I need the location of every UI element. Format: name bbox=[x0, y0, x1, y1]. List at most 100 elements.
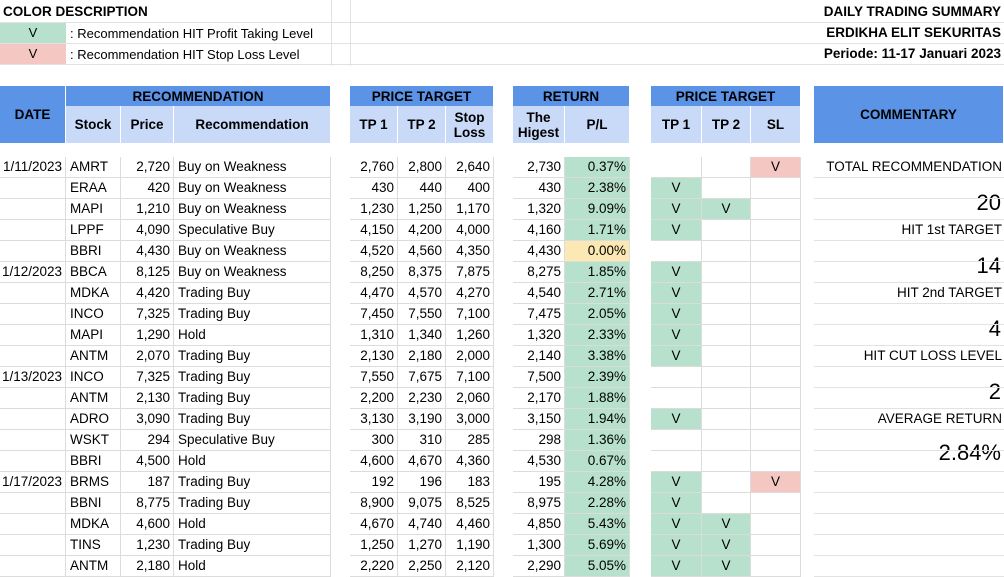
hit-tp1-cell[interactable]: V bbox=[651, 199, 702, 220]
recommendation-cell[interactable]: Trading Buy bbox=[174, 409, 331, 430]
header-price-target-group[interactable]: PRICE TARGET bbox=[350, 86, 494, 106]
stop-loss-cell[interactable]: 8,525 bbox=[446, 493, 494, 514]
stock-cell[interactable]: MDKA bbox=[66, 514, 121, 535]
hit-sl-cell[interactable] bbox=[751, 304, 801, 325]
hit-sl-cell[interactable] bbox=[751, 535, 801, 556]
hit-sl-cell[interactable] bbox=[751, 262, 801, 283]
stop-loss-cell[interactable]: 4,350 bbox=[446, 241, 494, 262]
header-price-target-hit-group[interactable]: PRICE TARGET bbox=[651, 86, 801, 106]
tp1-cell[interactable]: 7,450 bbox=[350, 304, 398, 325]
recommendation-cell[interactable]: Trading Buy bbox=[174, 304, 331, 325]
pl-cell[interactable]: 0.37% bbox=[565, 157, 630, 178]
hit-sl-cell[interactable] bbox=[751, 556, 801, 577]
hit-tp1-cell[interactable]: V bbox=[651, 220, 702, 241]
recommendation-cell[interactable]: Buy on Weakness bbox=[174, 157, 331, 178]
pl-cell[interactable]: 2.39% bbox=[565, 367, 630, 388]
tp1-cell[interactable]: 4,470 bbox=[350, 283, 398, 304]
recommendation-cell[interactable]: Speculative Buy bbox=[174, 220, 331, 241]
header-recommendation-group[interactable]: RECOMMENDATION bbox=[66, 86, 331, 106]
pl-cell[interactable]: 1.71% bbox=[565, 220, 630, 241]
stop-loss-cell[interactable]: 1,260 bbox=[446, 325, 494, 346]
tp1-cell[interactable]: 2,200 bbox=[350, 388, 398, 409]
highest-cell[interactable]: 7,475 bbox=[513, 304, 565, 325]
hit-sl-cell[interactable] bbox=[751, 325, 801, 346]
tp1-cell[interactable]: 192 bbox=[350, 472, 398, 493]
date-cell[interactable] bbox=[0, 304, 66, 325]
highest-cell[interactable]: 2,290 bbox=[513, 556, 565, 577]
header-hit-sl[interactable]: SL bbox=[751, 106, 801, 143]
stop-loss-cell[interactable]: 7,100 bbox=[446, 304, 494, 325]
tp1-cell[interactable]: 8,250 bbox=[350, 262, 398, 283]
hit-sl-cell[interactable] bbox=[751, 241, 801, 262]
hit-tp1-cell[interactable]: V bbox=[651, 304, 702, 325]
header-hit-tp2[interactable]: TP 2 bbox=[702, 106, 751, 143]
tp1-cell[interactable]: 4,670 bbox=[350, 514, 398, 535]
date-cell[interactable] bbox=[0, 409, 66, 430]
stock-cell[interactable]: BBRI bbox=[66, 451, 121, 472]
date-cell[interactable] bbox=[0, 283, 66, 304]
recommendation-cell[interactable]: Hold bbox=[174, 556, 331, 577]
stock-cell[interactable]: ANTM bbox=[66, 556, 121, 577]
hit-tp1-cell[interactable]: V bbox=[651, 514, 702, 535]
hit-tp2-cell[interactable]: V bbox=[702, 199, 751, 220]
hit-sl-cell[interactable]: V bbox=[751, 157, 801, 178]
stop-loss-cell[interactable]: 2,060 bbox=[446, 388, 494, 409]
price-cell[interactable]: 8,125 bbox=[121, 262, 174, 283]
tp1-cell[interactable]: 4,150 bbox=[350, 220, 398, 241]
price-cell[interactable]: 3,090 bbox=[121, 409, 174, 430]
hit-tp2-cell[interactable] bbox=[702, 304, 751, 325]
price-cell[interactable]: 2,720 bbox=[121, 157, 174, 178]
highest-cell[interactable]: 3,150 bbox=[513, 409, 565, 430]
header-tp1[interactable]: TP 1 bbox=[350, 106, 398, 143]
tp2-cell[interactable]: 4,740 bbox=[398, 514, 446, 535]
highest-cell[interactable]: 298 bbox=[513, 430, 565, 451]
hit-tp1-cell[interactable] bbox=[651, 157, 702, 178]
hit-tp2-cell[interactable]: V bbox=[702, 514, 751, 535]
hit-tp2-cell[interactable] bbox=[702, 367, 751, 388]
pl-cell[interactable]: 5.43% bbox=[565, 514, 630, 535]
date-cell[interactable] bbox=[0, 325, 66, 346]
date-cell[interactable] bbox=[0, 514, 66, 535]
recommendation-cell[interactable]: Buy on Weakness bbox=[174, 199, 331, 220]
stop-loss-cell[interactable]: 1,190 bbox=[446, 535, 494, 556]
recommendation-cell[interactable]: Speculative Buy bbox=[174, 430, 331, 451]
date-cell[interactable] bbox=[0, 241, 66, 262]
highest-cell[interactable]: 8,275 bbox=[513, 262, 565, 283]
price-cell[interactable]: 1,230 bbox=[121, 535, 174, 556]
recommendation-cell[interactable]: Trading Buy bbox=[174, 535, 331, 556]
hit-tp1-cell[interactable]: V bbox=[651, 283, 702, 304]
pl-cell[interactable]: 1.88% bbox=[565, 388, 630, 409]
pl-cell[interactable]: 2.05% bbox=[565, 304, 630, 325]
tp2-cell[interactable]: 2,800 bbox=[398, 157, 446, 178]
hit-tp2-cell[interactable] bbox=[702, 430, 751, 451]
tp1-cell[interactable]: 300 bbox=[350, 430, 398, 451]
highest-cell[interactable]: 2,730 bbox=[513, 157, 565, 178]
hit-sl-cell[interactable] bbox=[751, 409, 801, 430]
recommendation-cell[interactable]: Trading Buy bbox=[174, 367, 331, 388]
stock-cell[interactable]: INCO bbox=[66, 304, 121, 325]
stock-cell[interactable]: BBRI bbox=[66, 241, 121, 262]
hit-sl-cell[interactable]: V bbox=[751, 472, 801, 493]
pl-cell[interactable]: 5.69% bbox=[565, 535, 630, 556]
hit-tp1-cell[interactable]: V bbox=[651, 535, 702, 556]
price-cell[interactable]: 1,290 bbox=[121, 325, 174, 346]
hit-sl-cell[interactable] bbox=[751, 178, 801, 199]
pl-cell[interactable]: 5.05% bbox=[565, 556, 630, 577]
price-cell[interactable]: 4,420 bbox=[121, 283, 174, 304]
tp2-cell[interactable]: 4,570 bbox=[398, 283, 446, 304]
hit-tp2-cell[interactable] bbox=[702, 346, 751, 367]
hit-tp1-cell[interactable]: V bbox=[651, 409, 702, 430]
recommendation-cell[interactable]: Trading Buy bbox=[174, 346, 331, 367]
tp1-cell[interactable]: 4,520 bbox=[350, 241, 398, 262]
stop-loss-cell[interactable]: 285 bbox=[446, 430, 494, 451]
pl-cell[interactable]: 1.94% bbox=[565, 409, 630, 430]
date-cell[interactable] bbox=[0, 556, 66, 577]
stop-loss-cell[interactable]: 2,640 bbox=[446, 157, 494, 178]
hit-sl-cell[interactable] bbox=[751, 388, 801, 409]
tp2-cell[interactable]: 2,180 bbox=[398, 346, 446, 367]
tp2-cell[interactable]: 9,075 bbox=[398, 493, 446, 514]
date-cell[interactable] bbox=[0, 199, 66, 220]
hit-tp2-cell[interactable] bbox=[702, 493, 751, 514]
price-cell[interactable]: 2,180 bbox=[121, 556, 174, 577]
hit-sl-cell[interactable] bbox=[751, 220, 801, 241]
